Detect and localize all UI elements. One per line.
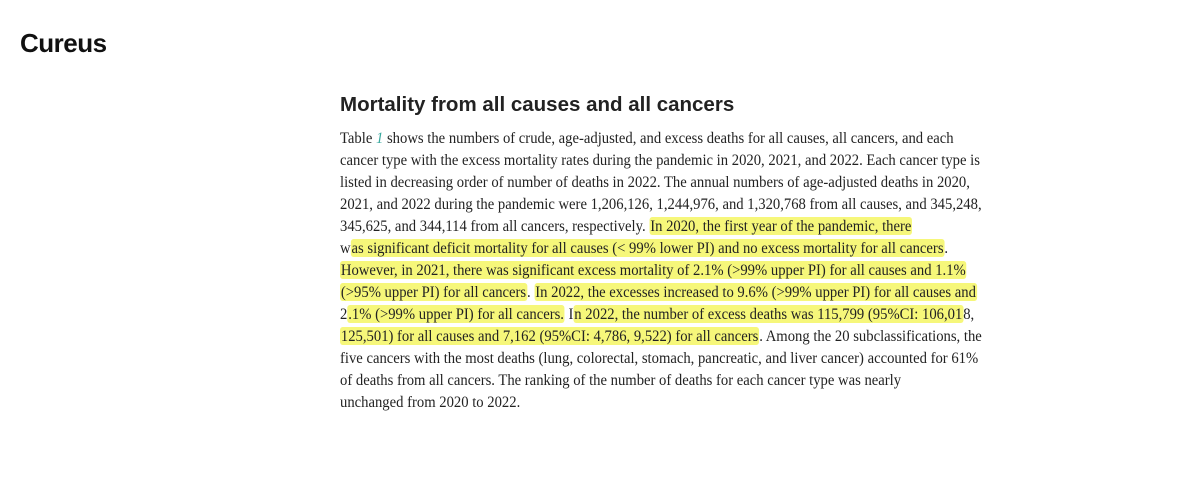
highlighted-text: .1% (>99% upper PI) for all cancers. [347, 305, 565, 323]
text-segment: . [944, 239, 949, 257]
paragraph-line: 2.1% (>99% upper PI) for all cancers. In… [340, 303, 982, 325]
text-segment: five cancers with the most deaths (lung,… [340, 349, 979, 367]
highlighted-text: n 2022, the number of excess deaths was … [573, 305, 964, 323]
text-segment: listed in decreasing order of number of … [340, 173, 970, 191]
text-segment: 2021, and 2022 during the pandemic were … [340, 195, 982, 213]
highlighted-text: In 2022, the excesses increased to 9.6% … [534, 283, 977, 301]
text-segment: unchanged from 2020 to 2022. [340, 393, 521, 411]
paragraph-line: However, in 2021, there was significant … [340, 259, 982, 281]
text-segment: 345,625, and 344,114 from all cancers, r… [340, 217, 650, 235]
paragraph-line: was significant deficit mortality for al… [340, 237, 982, 259]
text-segment: shows the numbers of crude, age-adjusted… [383, 129, 954, 147]
paragraph-line: 345,625, and 344,114 from all cancers, r… [340, 215, 982, 237]
paragraph-line: 2021, and 2022 during the pandemic were … [340, 193, 982, 215]
paragraph-line: listed in decreasing order of number of … [340, 171, 982, 193]
highlighted-text: In 2020, the first year of the pandemic,… [649, 217, 913, 235]
highlighted-text: However, in 2021, there was significant … [340, 261, 967, 279]
text-segment: I [564, 305, 574, 323]
highlighted-text: 125,501) for all causes and 7,162 (95%CI… [340, 327, 760, 345]
paragraph-line: Table 1 shows the numbers of crude, age-… [340, 127, 982, 149]
text-segment: 8, [963, 305, 975, 323]
highlighted-text: (>95% upper PI) for all cancers [340, 283, 528, 301]
paragraph-line: unchanged from 2020 to 2022. [340, 391, 982, 413]
paragraph-line: five cancers with the most deaths (lung,… [340, 347, 982, 369]
paragraph-line: 125,501) for all causes and 7,162 (95%CI… [340, 325, 982, 347]
table-reference-link[interactable]: 1 [375, 129, 384, 147]
paragraph-line: (>95% upper PI) for all cancers. In 2022… [340, 281, 982, 303]
paragraph-line: cancer type with the excess mortality ra… [340, 149, 982, 171]
text-segment: of deaths from all cancers. The ranking … [340, 371, 902, 389]
text-segment: 2 [340, 305, 348, 323]
cureus-logo[interactable]: Cureus [20, 28, 107, 58]
text-segment: Table [340, 129, 376, 147]
highlighted-text: as significant deficit mortality for all… [350, 239, 945, 257]
text-segment: . [527, 283, 535, 301]
body-paragraph: Table 1 shows the numbers of crude, age-… [340, 127, 1049, 413]
text-segment: cancer type with the excess mortality ra… [340, 151, 980, 169]
paragraph-line: of deaths from all cancers. The ranking … [340, 369, 982, 391]
text-segment: . Among the 20 subclassifications, the [759, 327, 982, 345]
text-segment: w [340, 239, 351, 257]
section-title: Mortality from all causes and all cancer… [340, 93, 735, 116]
